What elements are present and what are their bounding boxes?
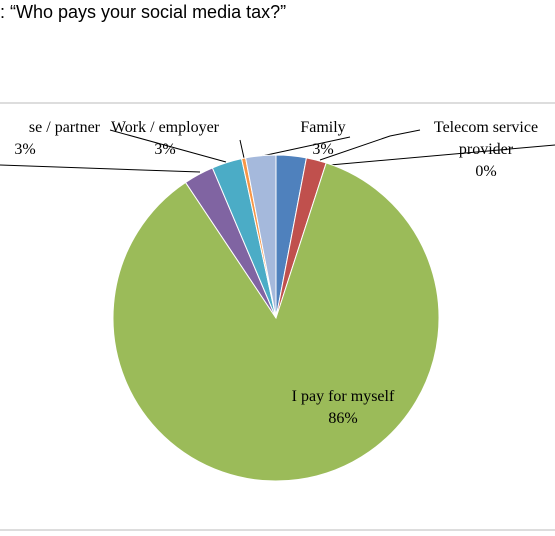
chart-title: : “Who pays your social media tax?”: [0, 2, 287, 22]
leader-lines: [0, 129, 555, 173]
slice-label: Work / employer: [110, 119, 219, 136]
leader-line: [261, 136, 351, 157]
leader-line: [239, 139, 245, 159]
slice-value: 3%: [312, 141, 334, 158]
leader-line: [319, 129, 421, 161]
slice-label: se / partner: [28, 119, 100, 136]
slice-label: I pay for myself: [291, 388, 395, 405]
leader-line: [0, 164, 201, 173]
slice-value: 0%: [475, 163, 497, 180]
slice-value: 86%: [328, 410, 358, 427]
slice-label: Telecom service provider: [433, 119, 539, 158]
pie-slice: [244, 154, 277, 319]
pie-slice: [112, 162, 440, 482]
leader-line: [109, 129, 227, 163]
slice-value: 3%: [154, 141, 176, 158]
slice-value: 3%: [14, 141, 36, 158]
leader-line: [329, 144, 555, 166]
slice-label: Family: [300, 119, 346, 136]
